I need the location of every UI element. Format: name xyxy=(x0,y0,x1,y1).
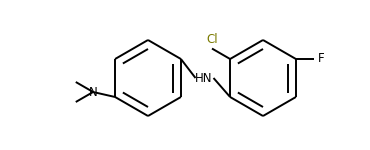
Text: Cl: Cl xyxy=(206,33,218,46)
Text: HN: HN xyxy=(195,72,212,84)
Text: N: N xyxy=(89,85,97,99)
Text: F: F xyxy=(318,52,324,66)
